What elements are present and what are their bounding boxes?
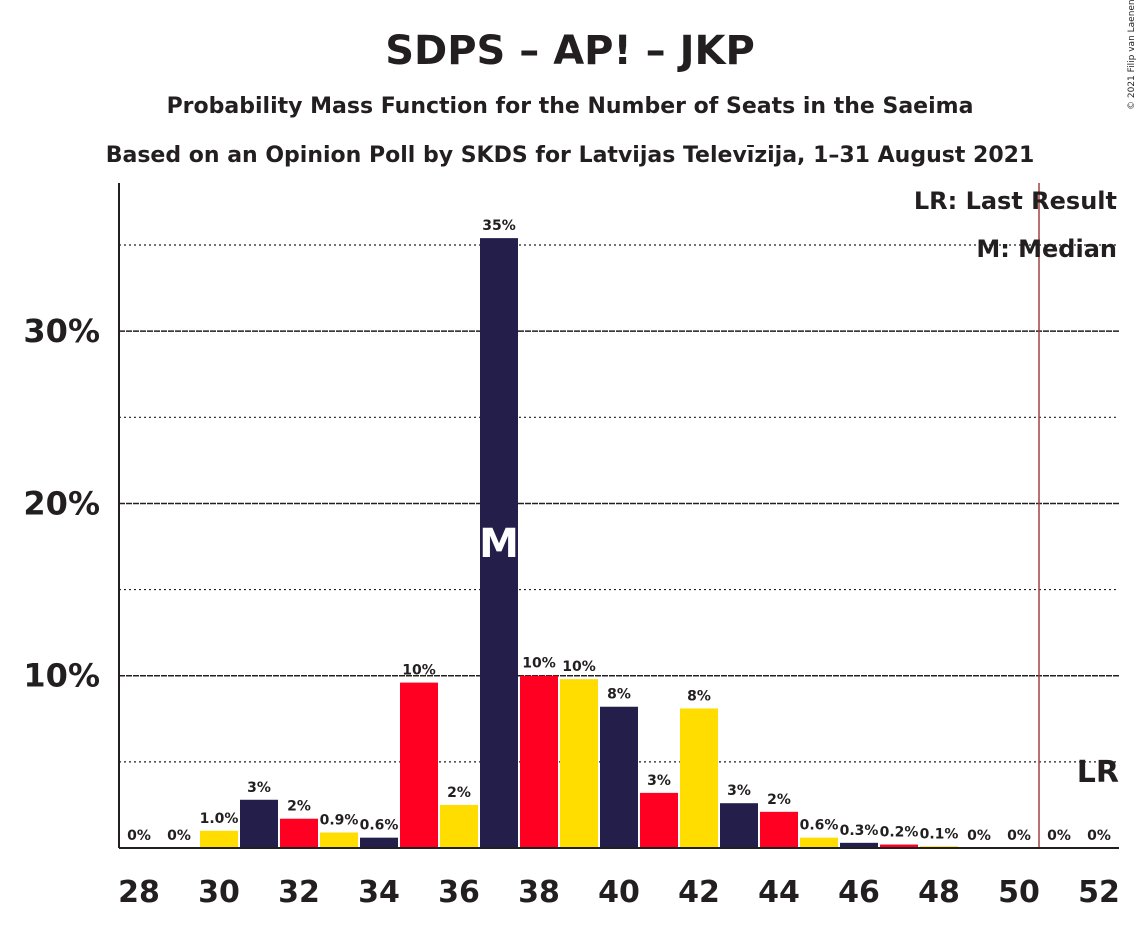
y-tick-label: 30%	[23, 312, 100, 350]
bar-37	[480, 238, 518, 849]
bar-36	[440, 804, 478, 848]
data-label-40: 8%	[607, 687, 631, 703]
data-label-28: 0%	[127, 828, 151, 844]
data-label-38: 10%	[522, 656, 556, 672]
bar-46	[840, 842, 878, 848]
chart-source: Based on an Opinion Poll by SKDS for Lat…	[106, 143, 1035, 168]
data-label-46: 0.3%	[840, 823, 879, 839]
data-label-50: 0%	[1007, 828, 1031, 844]
data-label-51: 0%	[1047, 828, 1071, 844]
bar-31	[240, 799, 278, 848]
gridlines	[119, 244, 1119, 763]
bar-40	[600, 706, 638, 848]
x-tick-label: 34	[358, 875, 400, 910]
data-label-49: 0%	[967, 828, 991, 844]
bar-41	[640, 792, 678, 848]
median-marker: M	[479, 521, 519, 567]
bar-33	[320, 832, 358, 848]
data-label-45: 0.6%	[800, 818, 839, 834]
data-label-44: 2%	[767, 792, 791, 808]
bar-47	[880, 844, 918, 848]
bar-35	[400, 682, 438, 848]
data-label-31: 3%	[247, 780, 271, 796]
data-label-35: 10%	[402, 663, 436, 679]
x-tick-label: 38	[518, 875, 560, 910]
x-tick-label: 52	[1078, 875, 1120, 910]
legend-median: M: Median	[976, 235, 1117, 263]
bars	[200, 238, 958, 849]
data-labels: 0% 0%1.0%3%2%0.9% 0.6%10%2%35%10% 10%8%3%8%…	[127, 218, 1111, 844]
x-tick-label: 32	[278, 875, 320, 910]
y-axis-ticks: 10% 20% 30%	[23, 312, 100, 695]
copyright-note: © 2021 Filip van Laenen	[1127, 0, 1137, 110]
bar-38	[520, 675, 558, 848]
x-tick-label: 40	[598, 875, 640, 910]
chart-title: SDPS – AP! – JKP	[385, 28, 755, 74]
x-tick-label: 50	[998, 875, 1040, 910]
y-tick-label: 20%	[23, 484, 100, 522]
data-label-41: 3%	[647, 773, 671, 789]
bar-32	[280, 818, 318, 848]
bar-39	[560, 679, 598, 848]
bar-44	[760, 811, 798, 848]
legend-last-result: LR: Last Result	[914, 187, 1117, 215]
bar-34	[360, 837, 398, 848]
chart-subtitle: Probability Mass Function for the Number…	[167, 94, 974, 119]
bar-45	[800, 837, 838, 848]
x-tick-label: 44	[758, 875, 800, 910]
data-label-36: 2%	[447, 785, 471, 801]
data-label-48: 0.1%	[920, 826, 959, 842]
x-tick-label: 48	[918, 875, 960, 910]
last-result-marker: LR	[1077, 755, 1119, 790]
bar-43	[720, 803, 758, 848]
x-tick-label: 36	[438, 875, 480, 910]
x-tick-label: 42	[678, 875, 720, 910]
data-label-34: 0.6%	[360, 818, 399, 834]
x-tick-label: 28	[118, 875, 160, 910]
x-axis-ticks: 28 30 32 34 36 38 40 42 44 46 48 50 52	[118, 875, 1120, 910]
bar-30	[200, 830, 238, 848]
data-label-39: 10%	[562, 659, 596, 675]
data-label-30: 1.0%	[200, 811, 239, 827]
data-label-33: 0.9%	[320, 812, 359, 828]
data-label-32: 2%	[287, 799, 311, 815]
data-label-29: 0%	[167, 828, 191, 844]
y-tick-label: 10%	[23, 657, 100, 695]
data-label-52: 0%	[1087, 828, 1111, 844]
x-tick-label: 30	[198, 875, 240, 910]
data-label-37: 35%	[482, 218, 516, 234]
bar-42	[680, 708, 718, 848]
data-label-42: 8%	[687, 688, 711, 704]
x-tick-label: 46	[838, 875, 880, 910]
data-label-43: 3%	[727, 783, 751, 799]
data-label-47: 0.2%	[880, 825, 919, 841]
